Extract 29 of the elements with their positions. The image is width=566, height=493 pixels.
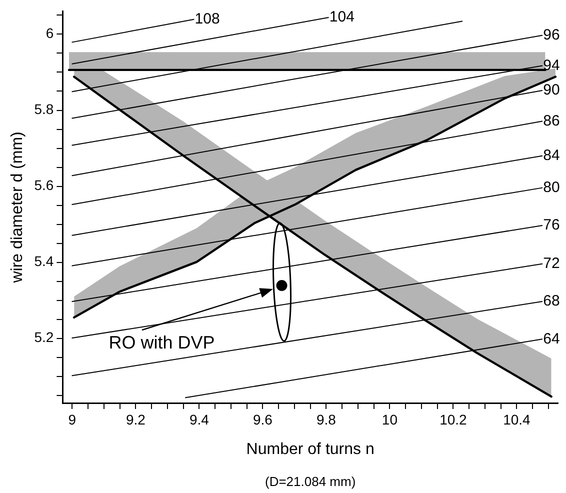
y-tick-label: 5.4 — [34, 253, 54, 270]
x-tick-label: 10.4 — [503, 411, 531, 428]
x-tick-label: 9 — [68, 411, 76, 428]
series-label: 108 — [194, 10, 220, 28]
series-label: 72 — [543, 254, 560, 272]
series-label: 94 — [543, 56, 560, 74]
y-tick-label: 5.8 — [34, 101, 54, 118]
x-tick-label: 9.2 — [126, 411, 146, 428]
series-label: 64 — [543, 330, 560, 348]
y-axis-title: wire diameter d (mm) — [9, 132, 26, 284]
x-axis-title: Number of turns n — [246, 440, 374, 458]
series-label: 104 — [329, 8, 354, 26]
annotation: RO with DVP — [108, 332, 215, 352]
x-tick-label: 10 — [382, 411, 398, 428]
x-tick-label: 9.4 — [189, 411, 210, 428]
series-label: 84 — [543, 147, 560, 164]
y-tick-label: 5.2 — [34, 329, 54, 346]
series-label: 96 — [543, 26, 560, 44]
text: (D=21.084 mm) — [264, 474, 356, 490]
series-label: 68 — [543, 292, 560, 310]
x-tick-label: 9.8 — [316, 411, 336, 428]
series-label: 76 — [543, 216, 560, 234]
x-tick-label: 10.2 — [440, 411, 468, 428]
series-label: 86 — [543, 112, 560, 130]
series-label: 90 — [543, 82, 560, 99]
y-tick-label: 5.6 — [34, 177, 54, 194]
x-tick-label: 9.6 — [252, 411, 273, 428]
series-label: 80 — [543, 178, 560, 196]
y-tick-label: 6 — [46, 25, 54, 42]
